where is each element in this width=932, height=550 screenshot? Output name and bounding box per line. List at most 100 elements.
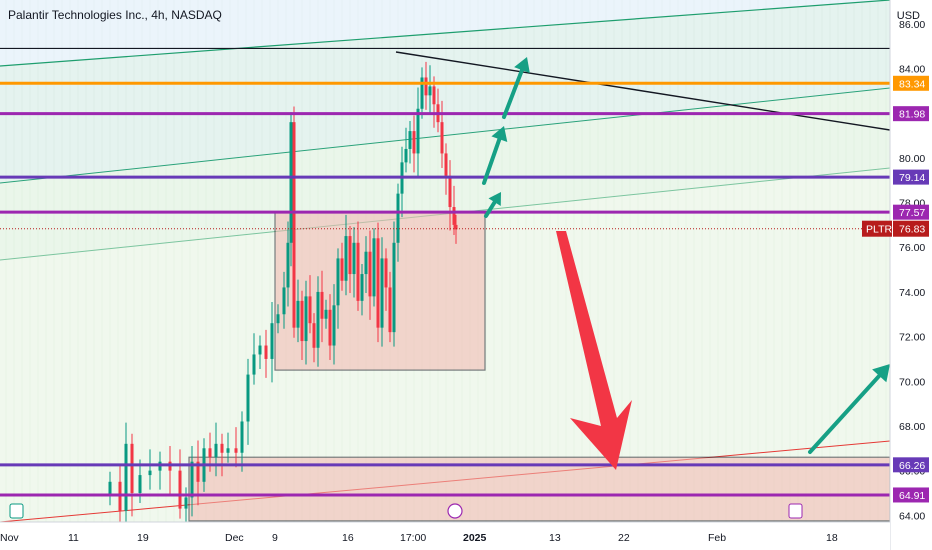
candle-body <box>234 448 238 453</box>
time-axis: Nov 11 19 Dec 9 16 17:00 2025 13 22 Feb 18 <box>0 503 890 550</box>
price-tag <box>893 220 929 237</box>
candle-body <box>448 175 452 208</box>
candle-body <box>380 258 384 328</box>
level-tag <box>893 169 929 185</box>
candle-body <box>296 300 300 328</box>
price-tick-label: 70.00 <box>899 376 925 388</box>
candle-body <box>276 314 280 324</box>
time-tick-label: 13 <box>549 532 561 544</box>
time-tick-label: 11 <box>68 532 79 544</box>
candle-body <box>376 238 380 328</box>
candle-body <box>220 443 224 453</box>
candle-body <box>368 251 372 297</box>
level-tag-label: 66.26 <box>899 460 925 472</box>
candle-body <box>348 236 352 275</box>
candle-body <box>286 242 290 288</box>
level-tag <box>893 106 929 122</box>
candle-body <box>308 296 312 324</box>
earnings-marker-icon <box>9 503 24 519</box>
green-arrow-4-shaft <box>808 373 882 454</box>
candle-body <box>454 224 458 230</box>
time-tick-label: 16 <box>342 532 354 544</box>
green-arrow-3-shaft <box>502 68 524 119</box>
candle-body <box>316 291 320 348</box>
candle-body <box>196 461 200 482</box>
candle-body <box>240 421 244 453</box>
currency-label[interactable]: USD <box>896 10 920 22</box>
candle-body <box>108 481 112 496</box>
demand-zone-box <box>188 456 891 522</box>
candle-body <box>289 122 293 243</box>
candle-body <box>226 448 230 453</box>
candle-body <box>452 207 456 225</box>
time-tick-label: 2025 <box>463 532 487 544</box>
candle-body <box>392 242 396 333</box>
candle-body <box>282 287 286 315</box>
green-arrow-2-shaft <box>482 137 502 185</box>
candle-body <box>356 242 360 301</box>
candle-body <box>372 238 376 297</box>
candle-body <box>324 309 328 319</box>
candle-body <box>208 448 212 458</box>
level-tag <box>893 487 929 503</box>
candle-body <box>344 236 348 281</box>
price-tick-label: 64.00 <box>899 510 925 522</box>
green-arrow-1-shaft <box>484 200 497 218</box>
candle-body <box>190 461 194 498</box>
candle-body <box>408 131 412 149</box>
upper-channel-fill <box>0 0 890 183</box>
level-tag <box>893 204 929 220</box>
candle-body <box>384 258 388 288</box>
candle-body <box>364 251 368 275</box>
price-tick-label: 80.00 <box>899 153 925 165</box>
candle-body <box>304 296 308 342</box>
candle-body <box>138 475 142 493</box>
time-axis-bg <box>0 522 890 550</box>
green-arrow-1-head <box>488 192 501 206</box>
ticker-tag-label: PLTR <box>866 224 892 236</box>
candle-body <box>420 77 424 109</box>
candle-body <box>444 153 448 176</box>
candle-body <box>404 148 408 163</box>
candle-body <box>148 470 152 476</box>
time-tick-label: 22 <box>618 532 630 544</box>
price-tag-label: 76.83 <box>899 224 925 236</box>
level-tag-label: 83.34 <box>899 78 925 90</box>
symbol-title: Palantir Technologies Inc., 4h, NASDAQ <box>8 8 222 22</box>
candle-body <box>336 258 340 306</box>
candle-body <box>214 443 218 458</box>
candle-body <box>292 122 296 328</box>
candle-body <box>300 300 304 342</box>
price-tick-label: 86.00 <box>899 19 925 31</box>
candle-body <box>332 305 336 346</box>
candle-body <box>184 497 188 509</box>
horizontal-levels <box>0 81 890 497</box>
time-tick-label: Dec <box>225 532 244 544</box>
level-tag-label: 79.14 <box>899 172 925 184</box>
channel-upper-line <box>0 0 891 67</box>
candle-body <box>432 86 436 105</box>
candle-body <box>340 258 344 281</box>
candle-body <box>440 122 444 154</box>
red-down-arrow <box>556 231 632 470</box>
level-tag-label: 81.98 <box>899 109 925 121</box>
channel-mid-line <box>0 87 891 184</box>
candle-body <box>416 108 420 154</box>
candle-body <box>320 291 324 319</box>
ticker-tag <box>862 220 892 237</box>
candle-body <box>352 242 356 275</box>
level-tag <box>893 75 929 91</box>
level-tag-label: 64.91 <box>899 490 925 502</box>
level-tag <box>893 457 929 473</box>
consolidation-boxes <box>188 211 891 522</box>
candle-body <box>424 77 428 96</box>
green-arrow-2-head <box>491 126 508 142</box>
dividend-marker-icon <box>447 503 463 519</box>
candle-body <box>412 131 416 154</box>
price-axis: 86.0084.0082.0080.0078.0076.0074.0072.00… <box>862 0 932 550</box>
candle-body <box>124 443 128 511</box>
price-tick-label: 72.00 <box>899 332 925 344</box>
candle-body <box>428 86 432 96</box>
